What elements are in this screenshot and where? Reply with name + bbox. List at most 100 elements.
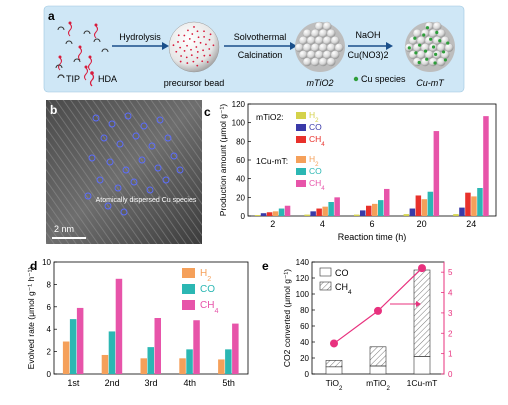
panel-c-xtick-label: 2 xyxy=(270,219,275,229)
panel-c-ytick-label: 60 xyxy=(236,156,245,165)
panel-d-bar xyxy=(147,347,154,374)
bead-dot xyxy=(196,30,199,33)
hda-head xyxy=(58,55,62,59)
cu-marker xyxy=(148,142,156,150)
cu-marker xyxy=(120,208,128,216)
bead-dot xyxy=(206,61,209,63)
cu-marker xyxy=(176,166,184,174)
naoh-arrow xyxy=(348,42,393,50)
panel-d-bar xyxy=(193,320,200,374)
cu-marker xyxy=(146,186,154,194)
cu-dot xyxy=(422,33,426,37)
tip-icon xyxy=(57,74,65,79)
panel-d-xtick-label: 1st xyxy=(67,378,80,388)
pore-ball xyxy=(302,57,312,67)
panel-e-y2tick-label: 0 xyxy=(448,370,453,379)
calcination-label: Calcination xyxy=(238,50,283,60)
panel-d-bar xyxy=(140,358,147,374)
panel-c-legend-swatch xyxy=(296,124,306,131)
panel-e-bar-ch4 xyxy=(413,269,431,357)
bead-dot xyxy=(179,60,182,63)
panel-c-ytick-label: 100 xyxy=(232,119,246,128)
panel-e-ytick-label: 80 xyxy=(300,306,309,315)
panel-e-y2tick-label: 3 xyxy=(448,309,453,318)
cu-dot xyxy=(417,60,421,65)
panel-c-bar xyxy=(278,208,285,216)
panel-c-bar xyxy=(254,215,261,216)
panel-d-bar xyxy=(115,278,123,374)
panel-c-bar xyxy=(266,212,273,216)
panel-a-background xyxy=(43,5,465,93)
cu-species-label: Cu species xyxy=(361,74,406,84)
panel-d-bar xyxy=(179,358,186,374)
cu-dot xyxy=(433,61,437,65)
cu-dot xyxy=(438,39,442,43)
panel-d-legend-label: H2 xyxy=(200,268,211,283)
panel-e-y2tick-label: 1 xyxy=(448,350,453,359)
cu-dot xyxy=(429,37,433,41)
bead-dot xyxy=(197,36,200,39)
bead-dot xyxy=(183,50,186,52)
cu-dot xyxy=(441,50,446,54)
panel-e-legend-label-co: CO xyxy=(335,268,349,278)
panel-a: a Hydrolysis Solvothermal Calcination Na… xyxy=(43,5,465,93)
panel-c-legend-label: CH4 xyxy=(309,178,325,192)
bead-dot xyxy=(203,36,205,38)
panel-c-bar xyxy=(334,197,340,216)
panel-c-xtick-label: 6 xyxy=(369,219,374,229)
pore-ball xyxy=(318,57,328,67)
pore-ball xyxy=(432,21,442,31)
hda-icon xyxy=(89,73,95,87)
panel-c-legend-swatch xyxy=(296,180,306,187)
solvothermal-arrow xyxy=(224,42,297,50)
panel-d-legend-swatch xyxy=(182,300,195,310)
panel-e-legend-swatch-co xyxy=(319,267,332,277)
bead-dot xyxy=(172,44,175,47)
pore-ball xyxy=(326,28,336,38)
panel-e-line-marker xyxy=(330,339,338,348)
panel-c-bar xyxy=(415,195,422,216)
cu-dot xyxy=(446,41,450,45)
cu-dot xyxy=(414,51,418,55)
panel-c-bar xyxy=(483,116,489,216)
panel-c-bar xyxy=(316,208,322,216)
panel-c-xtick-label: 4 xyxy=(320,219,325,229)
cu-dot xyxy=(418,43,422,47)
cu-marker xyxy=(164,134,172,142)
panel-a-letter: a xyxy=(48,9,55,23)
panel-d-ylabel: Evolved rate (μmol g⁻¹ h⁻¹) xyxy=(26,266,36,369)
panel-e-bar-ch4 xyxy=(369,346,387,367)
hydrolysis-label: Hydrolysis xyxy=(119,32,161,42)
panel-d-bar xyxy=(218,359,225,374)
bead-dot xyxy=(179,46,182,49)
panel-e-y2tick-label: 2 xyxy=(448,329,453,338)
tip-hda-cluster xyxy=(55,21,109,81)
cu-nitrate-label: Cu(NO3)2 xyxy=(347,50,388,60)
cu-marker xyxy=(170,152,178,160)
hda-legend: HDA xyxy=(89,71,117,87)
pore-ball xyxy=(322,21,332,31)
panel-e-ytick-label: 0 xyxy=(305,370,310,379)
bead-dot xyxy=(203,54,206,57)
panel-e-line-marker xyxy=(418,264,426,273)
precursor-bead-label: precursor bead xyxy=(164,78,225,88)
pore-ball xyxy=(330,36,340,45)
bead-dot xyxy=(177,34,180,37)
hda-molecule xyxy=(88,57,92,71)
panel-c-legend-swatch xyxy=(296,156,306,163)
cu-dot xyxy=(425,57,429,61)
cu-marker xyxy=(108,120,116,128)
cu-mt-label: Cu-mT xyxy=(416,78,445,88)
cu-dot xyxy=(407,46,411,50)
panel-d-xtick-label: 4th xyxy=(184,378,197,388)
panel-e-line xyxy=(333,267,423,344)
naoh-label: NaOH xyxy=(355,30,380,40)
panel-c-bar xyxy=(304,214,310,216)
pore-ball xyxy=(326,57,336,67)
panel-e-bar-ch4 xyxy=(325,360,343,368)
panel-c-bar xyxy=(328,202,334,216)
tip-molecule xyxy=(83,30,91,35)
panel-d-xtick-label: 3rd xyxy=(144,378,157,388)
bead-dot xyxy=(201,60,204,63)
